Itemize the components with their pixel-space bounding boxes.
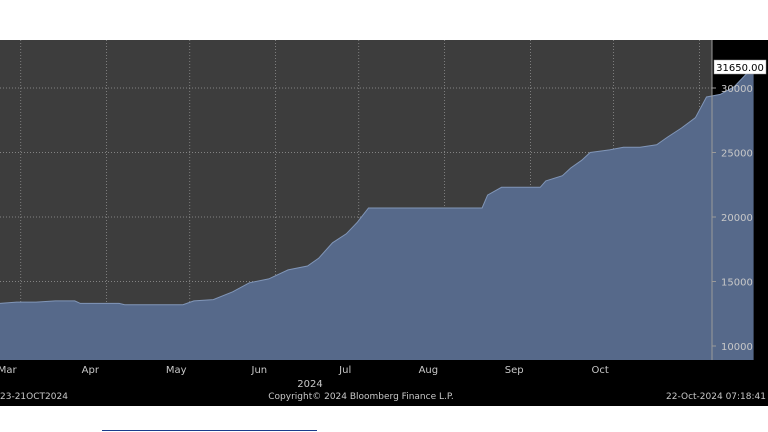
y-tick-label: 20000 — [721, 213, 753, 224]
area-series — [0, 66, 754, 360]
y-axis: 10000 15000 20000 25000 30000 — [712, 84, 753, 353]
x-tick-label: Sep — [505, 365, 524, 376]
x-tick-label: Apr — [82, 365, 100, 376]
last-value-label: 31650.00 — [716, 63, 764, 74]
y-tick-label: 10000 — [721, 342, 753, 353]
x-axis-year-label: 2024 — [297, 379, 322, 390]
x-tick-label: Jun — [251, 365, 268, 376]
last-value-badge-bg — [713, 59, 767, 75]
y-tick-label: 25000 — [721, 149, 753, 160]
x-tick-label: May — [166, 365, 187, 376]
x-tick-label: Mar — [0, 365, 18, 376]
last-value-badge: 31650.00 — [713, 59, 767, 75]
x-tick-label: Aug — [419, 365, 439, 376]
footer-copyright: Copyright© 2024 Bloomberg Finance L.P. — [268, 392, 453, 402]
y-tick-label: 30000 — [721, 84, 753, 95]
x-tick-label: Oct — [591, 365, 608, 376]
x-axis: FebMarAprMayJunJulAugSepOct — [0, 365, 609, 376]
x-tick-label: Jul — [338, 365, 351, 376]
footer-timestamp: 22-Oct-2024 07:18:41 — [666, 392, 766, 402]
series-line — [0, 66, 754, 306]
underline-link-decoration — [102, 430, 317, 431]
y-tick-label: 15000 — [721, 278, 753, 289]
footer-date-range: 23-21OCT2024 — [0, 392, 68, 402]
